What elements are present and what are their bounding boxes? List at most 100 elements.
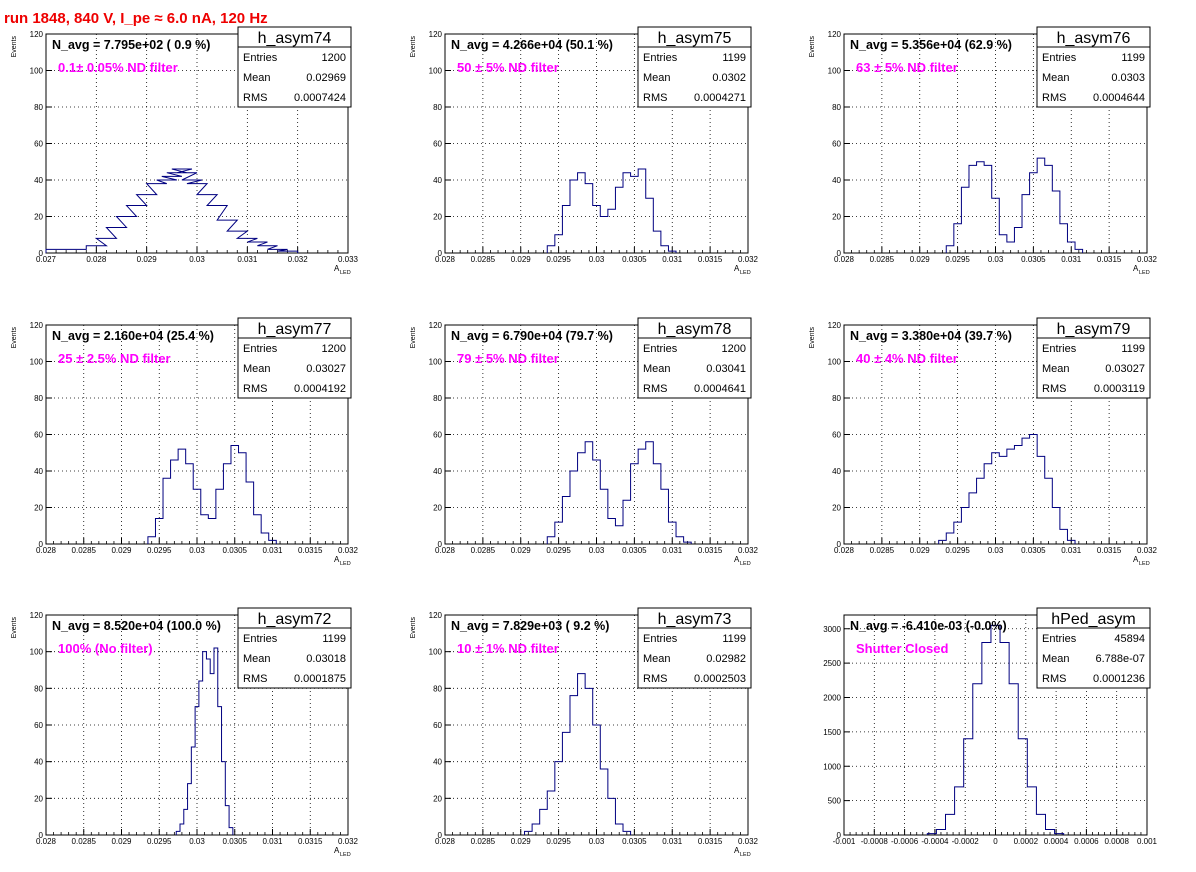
stats-box <box>637 607 752 689</box>
y-tick-label: 20 <box>34 504 43 513</box>
y-tick-label: 40 <box>832 176 841 185</box>
stats-box <box>237 26 352 108</box>
stats-label: Entries <box>243 52 278 64</box>
x-tick-label: 0.0315 <box>698 255 723 264</box>
x-tick-label: 0.0315 <box>1097 255 1122 264</box>
x-tick-label: 0.0006 <box>1074 837 1099 846</box>
stats-label: RMS <box>243 383 267 395</box>
histogram-name: h_asym72 <box>258 611 332 628</box>
x-tick-label: 0.03 <box>988 546 1004 555</box>
stats-value: 0.0004644 <box>1093 92 1145 104</box>
stats-value: 1200 <box>322 52 346 64</box>
x-tick-label: 0.03 <box>589 546 605 555</box>
x-tick-label: 0.031 <box>662 837 683 846</box>
stats-value: 0.03041 <box>706 363 746 375</box>
histogram-line-h_asym74 <box>45 168 299 253</box>
stats-label: Mean <box>643 363 671 375</box>
stats-label: Entries <box>1042 633 1077 645</box>
x-tick-label: -0.001 <box>833 837 856 846</box>
histogram-line-hPed_asym <box>926 624 1065 835</box>
y-tick-label: 1000 <box>823 762 841 771</box>
y-tick-label: 2500 <box>823 659 841 668</box>
x-axis-label: A <box>334 264 340 273</box>
stats-value: 0.02982 <box>706 653 746 665</box>
navg-label: N_avg = 7.829e+03 ( 9.2 %) <box>451 619 609 633</box>
y-tick-label: 120 <box>30 611 44 620</box>
x-tick-label: 0.029 <box>111 546 132 555</box>
x-axis-label: A <box>734 264 740 273</box>
stats-value: 1199 <box>322 633 346 645</box>
y-tick-label: 80 <box>832 394 841 403</box>
navg-label: N_avg = 6.790e+04 (79.7 %) <box>451 329 613 343</box>
x-tick-label: 0.031 <box>262 546 283 555</box>
x-axis-label-subscript: LED <box>1139 270 1150 276</box>
x-tick-label: 0.0295 <box>945 255 970 264</box>
y-tick-label: 40 <box>34 176 43 185</box>
x-tick-label: 0.028 <box>834 546 855 555</box>
histogram-panel-h_asym78: 0.028 0.0285 0.029 0.0295 0.03 0.0305 0.031 0.0… <box>410 317 759 567</box>
stats-value: 0.0001236 <box>1093 673 1145 685</box>
x-tick-label: 0.028 <box>86 255 107 264</box>
x-tick-label: 0.0305 <box>223 837 248 846</box>
stats-label: Entries <box>243 343 278 355</box>
navg-label: N_avg = 3.380e+04 (39.7 %) <box>850 329 1012 343</box>
y-tick-label: 80 <box>832 103 841 112</box>
y-tick-label: 80 <box>433 394 442 403</box>
stats-label: RMS <box>643 383 667 395</box>
y-tick-label: 100 <box>429 358 443 367</box>
x-tick-label: 0.028 <box>834 255 855 264</box>
x-axis-label: A <box>1133 555 1139 564</box>
y-tick-label: 20 <box>832 213 841 222</box>
y-tick-label: 100 <box>429 648 443 657</box>
histogram-line-h_asym75 <box>546 168 677 253</box>
y-tick-label: 0 <box>438 249 443 258</box>
histogram-name: h_asym74 <box>258 30 332 47</box>
stats-value: 0.0004641 <box>694 383 746 395</box>
x-tick-label: -0.0008 <box>861 837 889 846</box>
filter-annotation: 50 ± 5% ND filter <box>457 60 559 75</box>
x-tick-label: 0.0315 <box>698 546 723 555</box>
y-tick-label: 2000 <box>823 694 841 703</box>
stats-value: 1199 <box>1121 343 1145 355</box>
y-tick-label: 40 <box>34 758 43 767</box>
y-tick-label: 60 <box>34 721 43 730</box>
histogram-line-h_asym73 <box>524 673 632 835</box>
x-tick-label: 0.031 <box>662 546 683 555</box>
stats-value: 0.02969 <box>306 72 346 84</box>
x-tick-label: 0.032 <box>1137 255 1158 264</box>
stats-value: 0.0302 <box>712 72 746 84</box>
stats-label: Entries <box>643 343 678 355</box>
stats-value: 0.0001875 <box>294 673 346 685</box>
histogram-line-h_asym76 <box>945 157 1084 253</box>
histogram-panel-h_asym77: 0.028 0.0285 0.029 0.0295 0.03 0.0305 0.031 0.0… <box>11 317 359 567</box>
stats-box <box>1036 26 1151 108</box>
stats-box <box>1036 607 1151 689</box>
stats-label: Mean <box>243 653 271 665</box>
histogram-panel-h_asym76: 0.028 0.0285 0.029 0.0295 0.03 0.0305 0.031 0.0… <box>809 26 1158 276</box>
x-tick-label: 0.029 <box>910 546 931 555</box>
y-tick-label: 80 <box>433 103 442 112</box>
y-axis-label: Events <box>410 36 417 58</box>
histogram-name: h_asym77 <box>258 321 332 338</box>
histogram-panel-h_asym79: 0.028 0.0285 0.029 0.0295 0.03 0.0305 0.031 0.0… <box>809 317 1158 567</box>
stats-label: Mean <box>1042 653 1070 665</box>
x-tick-label: 0.033 <box>338 255 359 264</box>
x-tick-label: 0.0285 <box>870 546 895 555</box>
x-tick-label: 0.03 <box>589 837 605 846</box>
filter-annotation: 100% (No filter) <box>58 641 153 656</box>
histogram-name: h_asym79 <box>1057 321 1131 338</box>
stats-box <box>637 317 752 399</box>
y-tick-label: 100 <box>828 358 842 367</box>
stats-label: Entries <box>643 52 678 64</box>
x-tick-label: 0.001 <box>1137 837 1158 846</box>
stats-label: Mean <box>243 72 271 84</box>
x-axis-label: A <box>1133 264 1139 273</box>
y-tick-label: 40 <box>433 758 442 767</box>
stats-label: RMS <box>243 92 267 104</box>
stats-box <box>1036 317 1151 399</box>
y-axis-label: Events <box>809 36 816 58</box>
stats-value: 0.0004271 <box>694 92 746 104</box>
canvas-title: run 1848, 840 V, I_pe ≈ 6.0 nA, 120 Hz <box>4 10 268 27</box>
x-tick-label: 0.028 <box>435 837 456 846</box>
y-tick-label: 60 <box>433 431 442 440</box>
